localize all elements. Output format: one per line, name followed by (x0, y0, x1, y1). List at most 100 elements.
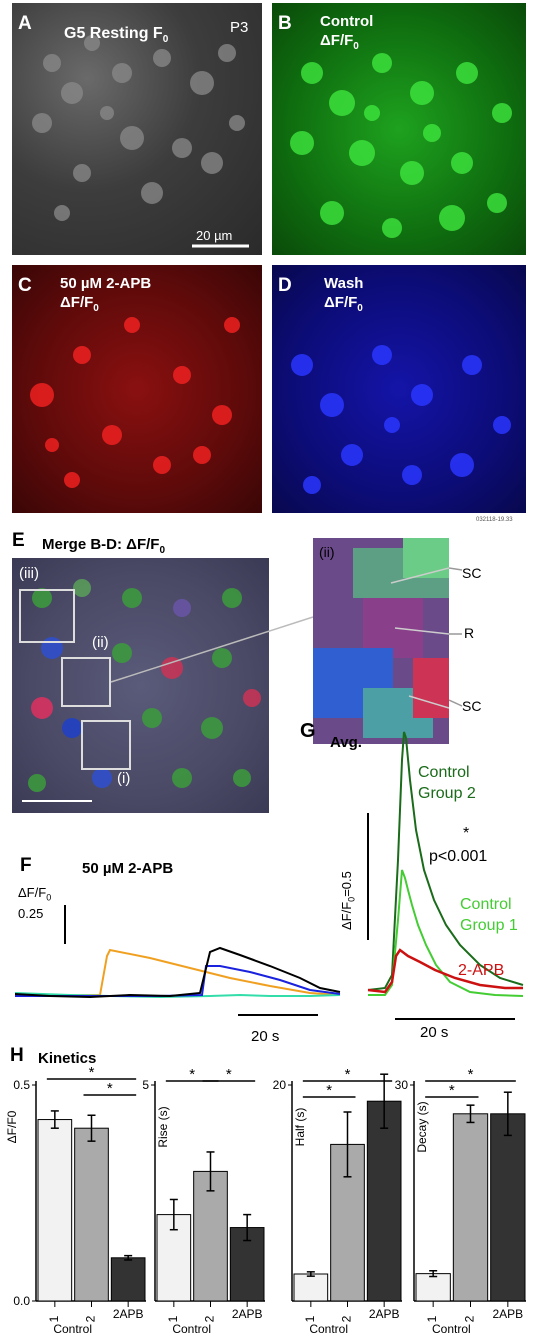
panel-f-title: 50 µM 2-APB (82, 860, 174, 877)
label-sc-top: SC (462, 565, 482, 581)
significance-star: * (326, 1082, 332, 1099)
label-sc-bottom: SC (462, 698, 482, 714)
bar (490, 1113, 526, 1302)
panel-f-ylabel: ΔF/F0 0.25 (18, 885, 51, 922)
legend-control-group2-l2: Group 2 (418, 785, 476, 802)
panel-a-image (32, 35, 249, 248)
panel-letter-d: D (278, 275, 292, 296)
trace-control-group2 (367, 731, 524, 991)
group-label: Control (432, 1322, 471, 1336)
panel-c: C 50 µM 2-APB ΔF/F0 (12, 265, 262, 513)
panel-a-title: G5 Resting F0 (64, 25, 168, 48)
panel-d-sub: 0 (357, 303, 363, 314)
x-tick-label: 2APB (369, 1307, 400, 1321)
y-tick-label: 5 (142, 1078, 149, 1092)
group-label: Control (172, 1322, 211, 1336)
y-axis-label: Rise (s) (156, 1106, 170, 1147)
panel-b: B Control ΔF/F0 (272, 3, 526, 255)
x-tick-label: 2 (463, 1315, 477, 1322)
panel-g-ylabel: ΔF/F0=0.5 (339, 871, 357, 930)
bar (193, 1170, 228, 1302)
bar (366, 1100, 402, 1302)
panel-b-line2-text: ΔF/F (320, 32, 354, 49)
panel-c-line2-text: ΔF/F (60, 294, 94, 311)
panel-b-line2: ΔF/F0 (320, 32, 359, 55)
trace-black (14, 946, 341, 999)
panel-g-traces (367, 731, 524, 1020)
group-label: Control (309, 1322, 348, 1336)
significance-star: * (189, 1066, 195, 1083)
significance-star: * (449, 1082, 455, 1099)
kinetics-charts: 0.0 0.5 ΔF/F0 1 2 2APB Control * * 5 Rise (s) 1 2 2AP… (5, 1065, 526, 1336)
x-tick-label: 1 (47, 1315, 61, 1322)
y-tick-label: 0.0 (13, 1294, 30, 1308)
panel-c-image (30, 317, 240, 488)
x-tick-label: 1 (166, 1315, 180, 1322)
significance-star: * (468, 1066, 474, 1083)
zoom-image (313, 538, 449, 744)
panel-d-image (291, 345, 511, 494)
y-tick-label: 20 (273, 1078, 287, 1092)
bar (452, 1113, 489, 1302)
x-tick-label: 2APB (232, 1307, 263, 1321)
label-r: R (464, 625, 475, 641)
panel-a-title-sub: 0 (162, 34, 169, 46)
zoom-label-leaders (449, 567, 463, 707)
x-tick-label: 2 (84, 1315, 98, 1322)
panel-c-sub: 0 (93, 303, 99, 314)
y-axis-label: Half (s) (293, 1108, 307, 1147)
panel-g-ylabel-sub: 0 (346, 896, 357, 902)
significance-star: * (89, 1065, 95, 1081)
panel-f-ylabel-value: 0.25 (18, 905, 44, 921)
significance-star: * (463, 825, 470, 842)
panel-letter-f: F (20, 855, 32, 876)
legend-control-group2: Control Group 2 (418, 762, 476, 804)
panel-e: (iii) (ii) (i) (12, 558, 269, 813)
panel-e-title-text: Merge B-D: ΔF/F (42, 536, 160, 553)
legend-control-group1: Control Group 1 (460, 894, 518, 936)
scale-bar-label: 20 µm (196, 228, 233, 243)
x-tick-label: 2 (203, 1315, 217, 1322)
bar (415, 1273, 451, 1302)
panel-a-age: P3 (230, 19, 249, 36)
panel-letter-b: B (278, 13, 292, 34)
y-tick-label: 30 (395, 1078, 409, 1092)
box-label-ii: (ii) (92, 634, 109, 651)
x-tick-label: 1 (425, 1315, 439, 1322)
panel-g-xscale: 20 s (420, 1024, 449, 1041)
panel-b-line1: Control (320, 13, 374, 30)
panel-letter-a: A (18, 13, 32, 34)
panel-g-title: Avg. (330, 734, 362, 751)
panel-letter-h: H (10, 1045, 24, 1066)
significance-star: * (107, 1080, 113, 1097)
panel-g-ylabel-text: ΔF/F (339, 901, 354, 930)
legend-control-group1-l1: Control (460, 896, 512, 913)
panel-d-line2-text: ΔF/F (324, 294, 358, 311)
panel-f-xscale: 20 s (251, 1028, 280, 1045)
y-axis-label: ΔF/F0 (5, 1110, 19, 1143)
panel-f-ylabel-sub: 0 (46, 892, 52, 903)
panel-g-ylabel-end: =0.5 (339, 871, 354, 897)
panel-f-ylabel-text: ΔF/F (18, 885, 47, 900)
trace-blue (15, 965, 341, 997)
legend-control-group1-l2: Group 1 (460, 917, 518, 934)
box-label-i: (i) (117, 770, 131, 787)
panel-e-ii-zoom: (ii) (313, 538, 449, 744)
panel-b-image (290, 53, 512, 238)
panel-a: A G5 Resting F0 P3 20 µm (12, 3, 262, 255)
box-label-iii: (iii) (19, 565, 39, 582)
panel-letter-g: G (300, 720, 316, 742)
zoom-tag: (ii) (319, 544, 335, 560)
panel-b-sub: 0 (353, 41, 359, 52)
panel-a-title-text: G5 Resting F (64, 25, 163, 42)
y-axis-label: Decay (s) (415, 1101, 429, 1152)
trace-2apb (367, 948, 523, 994)
panel-c-line1: 50 µM 2-APB (60, 275, 152, 292)
bar (110, 1257, 146, 1302)
legend-control-group2-l1: Control (418, 764, 470, 781)
panel-letter-e: E (12, 530, 25, 551)
panel-h-title: Kinetics (38, 1050, 97, 1067)
bar (37, 1119, 73, 1302)
panel-d-line1: Wash (324, 275, 364, 292)
